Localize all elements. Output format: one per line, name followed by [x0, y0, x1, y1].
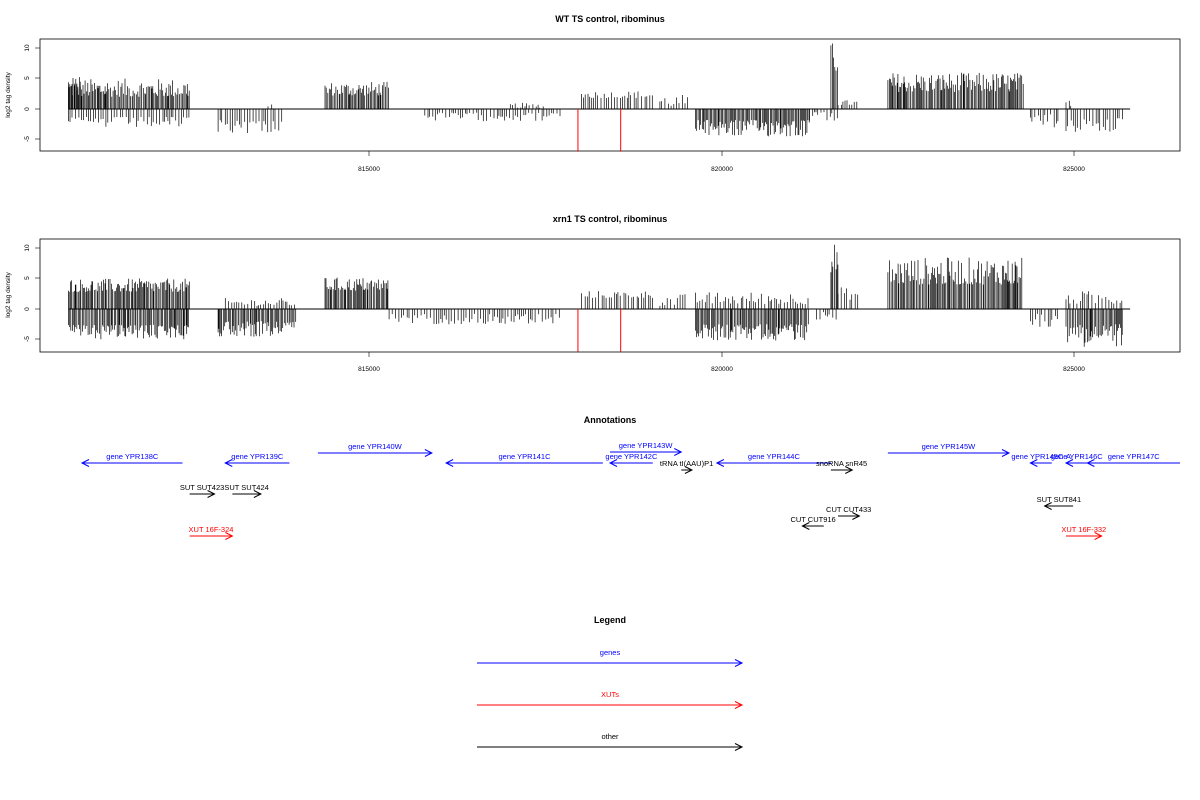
annotation-tracks: gene YPR138C gene YPR139C gene YPR140W gene… [80, 441, 1180, 540]
annotation-arrow [681, 466, 694, 474]
x-tick-label: 815000 [358, 366, 380, 373]
annotation-label: XUT 16F-324 [189, 525, 234, 534]
x-tick-label: 825000 [1063, 166, 1085, 173]
annotation-arrow [189, 490, 216, 498]
annotation-arrow [445, 459, 603, 467]
legend-arrow [477, 701, 744, 709]
y-tick-label: -5 [24, 136, 31, 142]
plot-frame [39, 38, 1181, 152]
legend-arrow [477, 659, 744, 667]
annotation-arrow [1064, 459, 1088, 467]
annotation-label: gene YPR145W [922, 442, 977, 451]
annotations-title: Annotations [584, 415, 637, 425]
annotation-arrow [715, 459, 831, 467]
y-tick-label: -5 [24, 336, 31, 342]
annotation-arrow [610, 448, 683, 456]
annotation-arrow [838, 512, 861, 520]
annotation-arrow [224, 459, 290, 467]
y-axis-label: log2 tag density [5, 71, 12, 117]
annotation-label: SUT SUT424 [224, 483, 268, 492]
x-tick-label: 820000 [711, 366, 733, 373]
y-axis-label: log2 tag density [5, 271, 12, 317]
y-tick-label: 5 [24, 76, 31, 80]
y-tick-label: 0 [24, 107, 31, 111]
annotation-arrow [189, 532, 234, 540]
annotation-label: snoRNA snR45 [816, 459, 867, 468]
x-tick-label: 825000 [1063, 366, 1085, 373]
panel-title: xrn1 TS control, ribominus [553, 214, 668, 224]
annotation-label: gene YPR143W [619, 441, 674, 450]
legend-label: XUTs [601, 690, 619, 699]
annotation-arrow [317, 449, 433, 457]
annotation-arrow [801, 522, 824, 530]
annotation-arrow [830, 466, 854, 474]
annotation-label: tRNA tI(AAU)P1 [660, 459, 713, 468]
annotation-arrow [887, 449, 1011, 457]
x-tick-label: 815000 [358, 166, 380, 173]
annotation-label: SUT SUT423 [180, 483, 224, 492]
annotation-label: SUT SUT841 [1037, 495, 1081, 504]
annotation-label: gene YPR146C [1051, 452, 1104, 461]
annotation-arrow [1066, 532, 1103, 540]
y-tick-label: 10 [24, 44, 31, 52]
legend-arrow [477, 743, 744, 751]
density-bars [68, 244, 1131, 352]
y-tick-label: 5 [24, 276, 31, 280]
annotation-label: gene YPR142C [605, 452, 658, 461]
y-axis: 10 5 0 -5 [24, 44, 40, 142]
annotation-label: gene YPR147C [1108, 452, 1161, 461]
y-tick-label: 0 [24, 307, 31, 311]
annotation-label: CUT CUT433 [826, 505, 871, 514]
annotation-label: gene YPR140W [348, 442, 403, 451]
annotation-label: gene YPR144C [748, 452, 801, 461]
annotation-label: CUT CUT916 [790, 515, 835, 524]
x-axis: 815000 820000 825000 [358, 151, 1085, 173]
y-tick-label: 10 [24, 244, 31, 252]
x-axis: 815000 820000 825000 [358, 352, 1085, 373]
annotation-arrow [80, 459, 183, 467]
legend-label: other [601, 732, 619, 741]
annotation-arrow [608, 459, 653, 467]
annotation-arrow [1043, 502, 1074, 510]
panel-title: WT TS control, ribominus [555, 14, 665, 24]
x-tick-label: 820000 [711, 166, 733, 173]
annotations-panel: Annotations gene YPR138C gene YPR139Cgene… [80, 415, 1180, 540]
y-axis: 10 5 0 -5 [24, 244, 40, 342]
annotation-label: gene YPR139C [231, 452, 284, 461]
annotation-label: gene YPR138C [106, 452, 159, 461]
panel-xrn1: xrn1 TS control, ribominus log2 tag dens… [5, 214, 1181, 373]
legend-panel: Legend genes XUTs other [477, 615, 744, 751]
annotation-arrow [1029, 459, 1052, 467]
annotation-arrow [1086, 459, 1180, 467]
annotation-label: gene YPR145C-A [1011, 452, 1070, 461]
legend-label: genes [600, 648, 621, 657]
annotation-arrow [232, 490, 262, 498]
plot-frame [39, 238, 1181, 353]
panel-wt: WT TS control, ribominus log2 tag densit… [5, 14, 1181, 173]
legend-items: genes XUTs other [477, 648, 744, 751]
annotation-label: gene YPR141C [499, 452, 552, 461]
legend-title: Legend [594, 615, 626, 625]
annotation-label: XUT 16F-332 [1061, 525, 1106, 534]
density-bars [68, 43, 1131, 152]
